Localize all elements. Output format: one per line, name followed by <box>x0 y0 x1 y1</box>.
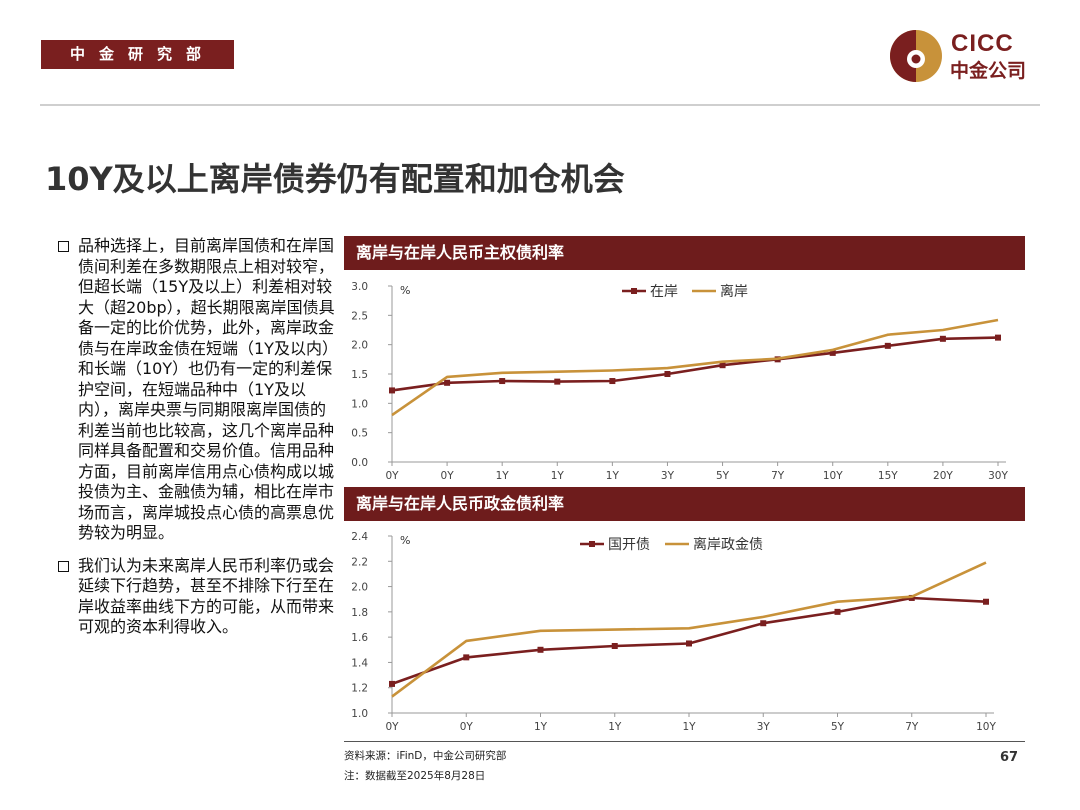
legend-label: 离岸 <box>720 283 748 300</box>
cicc-logo-icon <box>890 30 942 82</box>
x-tick-label: 3Y <box>757 721 771 733</box>
logo-text-zh: 中金公司 <box>950 60 1027 82</box>
bullet-text: 品种选择上，目前离岸国债和在岸国债间利差在多数期限点上相对较窄，但超长端（15Y… <box>78 236 338 542</box>
data-point-marker <box>554 378 561 385</box>
source-note: 资料来源：iFinD，中金公司研究部 <box>344 750 507 762</box>
y-tick-label: 1.8 <box>351 607 368 619</box>
data-point-marker <box>463 654 470 661</box>
data-point-marker <box>664 371 671 377</box>
x-tick-label: 1Y <box>551 470 565 482</box>
y-tick-label: 2.0 <box>351 340 368 352</box>
data-point-marker <box>389 387 395 394</box>
page-number: 67 <box>1000 750 1019 765</box>
y-tick-label: 1.2 <box>351 683 368 695</box>
square-bullet-icon <box>58 241 69 252</box>
data-point-marker <box>760 620 767 627</box>
y-unit-label: % <box>400 534 410 547</box>
series-line-2 <box>391 561 987 698</box>
data-point-marker <box>686 640 692 647</box>
x-tick-label: 1Y <box>606 470 620 482</box>
data-point-marker <box>611 642 618 649</box>
x-tick-label: 0Y <box>441 470 455 482</box>
y-tick-label: 1.5 <box>351 369 368 381</box>
data-point-marker <box>983 598 989 605</box>
data-point-marker <box>834 608 841 615</box>
chart2-title: 离岸与在岸人民币政金债利率 <box>344 487 1025 521</box>
chart-policy-bank-yields: 1.0 1.2 1.4 1.6 1.8 2.0 2.2 2.4 % 0Y 0Y 1Y 1Y 1Y 3Y 5Y 7… <box>351 531 996 733</box>
y-tick-label: 1.0 <box>351 398 368 410</box>
legend-marker <box>631 288 637 294</box>
bullet-item: 我们认为未来离岸人民币利率仍或会延续下行趋势，甚至不排除下行至在岸收益率曲线下方… <box>58 556 338 638</box>
data-point-marker <box>444 379 451 386</box>
chart1-title: 离岸与在岸人民币主权债利率 <box>344 236 1025 270</box>
x-tick-label: 30Y <box>988 470 1008 482</box>
data-point-marker <box>939 335 946 342</box>
x-tick-label: 0Y <box>460 721 474 733</box>
legend-label: 离岸政金债 <box>693 536 763 553</box>
header-divider <box>40 104 1040 106</box>
square-bullet-icon <box>58 560 69 572</box>
y-unit-label: % <box>400 284 410 297</box>
x-tick-label: 10Y <box>823 470 843 482</box>
x-tick-label: 1Y <box>534 721 548 733</box>
y-tick-label: 1.4 <box>351 657 368 669</box>
data-point-marker <box>499 378 506 385</box>
bullet-list: 品种选择上，目前离岸国债和在岸国债间利差在多数期限点上相对较窄，但超长端（15Y… <box>58 236 338 650</box>
x-tick-label: 7Y <box>905 721 919 733</box>
x-tick-label: 1Y <box>496 470 510 482</box>
y-tick-label: 3.0 <box>351 281 368 293</box>
y-tick-label: 0.5 <box>351 428 368 440</box>
series-line-1 <box>391 336 999 392</box>
x-tick-label: 0Y <box>385 470 399 482</box>
legend-label: 国开债 <box>608 537 650 553</box>
x-tick-label: 7Y <box>771 470 785 482</box>
y-tick-label: 0.0 <box>351 457 368 469</box>
y-tick-label: 1.6 <box>351 632 368 644</box>
x-tick-label: 20Y <box>933 470 953 482</box>
y-tick-label: 2.2 <box>351 556 368 568</box>
x-tick-label: 0Y <box>385 721 399 733</box>
bullet-item: 品种选择上，目前离岸国债和在岸国债间利差在多数期限点上相对较窄，但超长端（15Y… <box>58 236 338 544</box>
y-tick-label: 2.4 <box>351 531 368 543</box>
y-tick-label: 2.5 <box>351 310 368 322</box>
footer-divider <box>344 741 1025 742</box>
legend-label: 在岸 <box>650 284 678 300</box>
logo-text-en: CICC <box>951 30 1014 57</box>
x-tick-label: 5Y <box>831 721 845 733</box>
page-title: 10Y及以上离岸债券仍有配置和加仓机会 <box>45 160 625 198</box>
x-tick-label: 1Y <box>608 721 622 733</box>
series-line-2 <box>391 318 999 417</box>
x-tick-label: 3Y <box>661 470 675 482</box>
data-point-marker <box>537 646 544 653</box>
cicc-logo: CICC 中金公司 <box>888 28 1048 84</box>
chart-sovereign-yields: 0.0 0.5 1.0 1.5 2.0 2.5 3.0 % 0Y 0Y 1Y 1Y 1Y 3Y 5Y 7Y 10… <box>351 281 1008 482</box>
data-point-marker <box>995 334 1001 341</box>
x-tick-label: 1Y <box>682 721 696 733</box>
date-note: 注：数据截至2025年8月28日 <box>344 770 486 782</box>
data-point-marker <box>609 378 616 385</box>
legend-marker <box>589 541 595 547</box>
data-point-marker <box>389 680 395 687</box>
department-badge: 中金研究部 <box>41 40 234 69</box>
x-tick-label: 10Y <box>976 721 996 733</box>
y-tick-label: 2.0 <box>351 582 368 594</box>
bullet-text: 我们认为未来离岸人民币利率仍或会延续下行趋势，甚至不排除下行至在岸收益率曲线下方… <box>78 555 335 637</box>
data-point-marker <box>719 362 726 369</box>
data-point-marker <box>829 349 836 356</box>
x-tick-label: 5Y <box>716 470 730 482</box>
data-point-marker <box>884 342 891 349</box>
y-tick-label: 1.0 <box>351 708 368 720</box>
x-tick-label: 15Y <box>878 470 898 482</box>
